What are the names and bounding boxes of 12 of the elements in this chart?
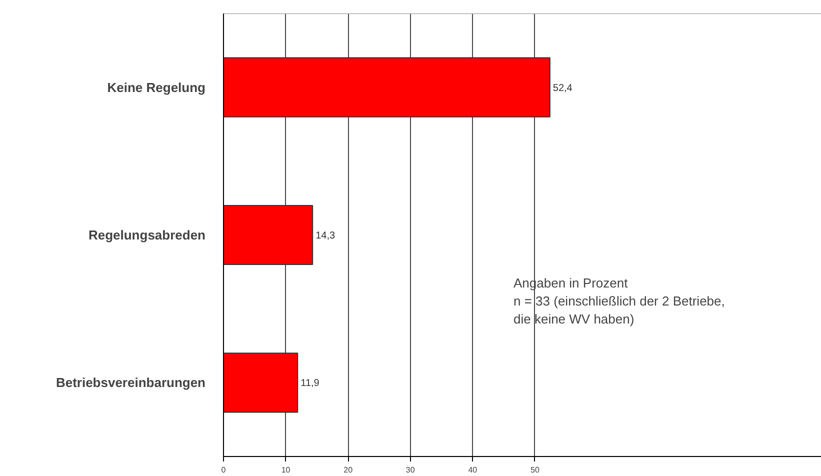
x-tick-label: 50 <box>530 466 540 474</box>
x-tick-label: 30 <box>406 466 416 474</box>
data-label: 11,9 <box>300 378 320 390</box>
y-tick-label: Betriebsvereinbarungen <box>56 375 206 390</box>
x-tick-label: 0 <box>221 466 226 474</box>
y-tick-label: Keine Regelung <box>107 80 206 95</box>
x-tick-label: 10 <box>281 466 291 474</box>
data-label: 14,3 <box>316 230 336 242</box>
y-tick-label: Regelungsabreden <box>88 228 206 242</box>
x-tick-label: 40 <box>468 466 478 474</box>
data-label: 52,4 <box>552 82 573 94</box>
x-tick-label: 20 <box>344 466 354 474</box>
